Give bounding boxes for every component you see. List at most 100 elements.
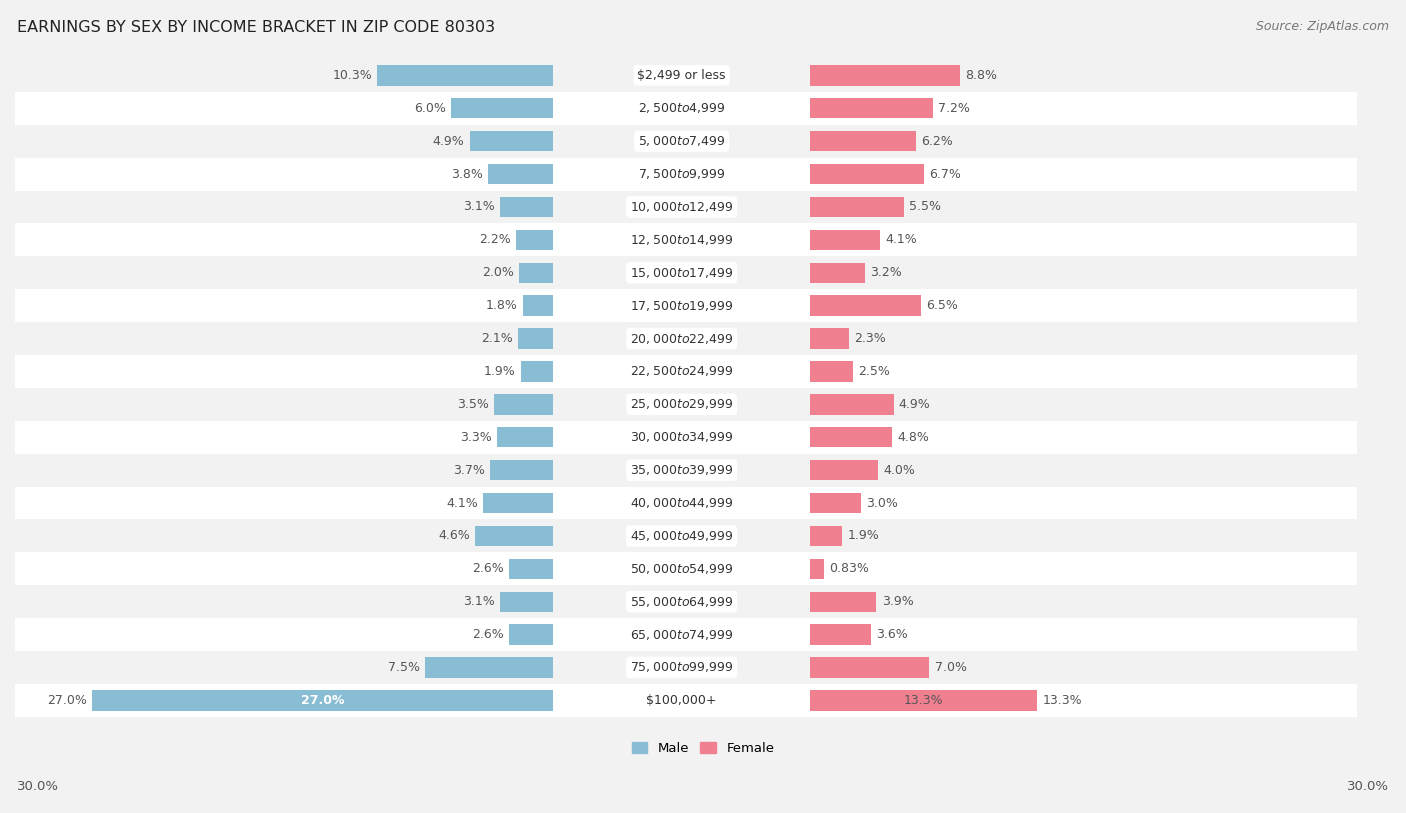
Bar (810, 526, 842, 546)
Bar (498, 427, 554, 447)
Text: 3.3%: 3.3% (460, 431, 492, 444)
Bar (7, 92, 1357, 124)
Text: 1.8%: 1.8% (485, 299, 517, 312)
Text: $20,000 to $22,499: $20,000 to $22,499 (630, 332, 734, 346)
Bar (488, 164, 554, 185)
Text: 3.8%: 3.8% (451, 167, 484, 180)
Text: 4.8%: 4.8% (897, 431, 929, 444)
Text: 1.9%: 1.9% (484, 365, 516, 378)
Text: $7,500 to $9,999: $7,500 to $9,999 (638, 167, 725, 181)
Bar (516, 229, 554, 250)
Bar (7, 224, 1357, 256)
Text: 3.0%: 3.0% (866, 497, 898, 510)
Bar (517, 328, 554, 349)
Bar (810, 263, 865, 283)
Text: 3.5%: 3.5% (457, 398, 488, 411)
Text: 30.0%: 30.0% (17, 780, 59, 793)
Bar (7, 289, 1357, 322)
Bar (475, 526, 554, 546)
Text: $5,000 to $7,499: $5,000 to $7,499 (638, 134, 725, 148)
Bar (7, 59, 1357, 92)
Text: 2.3%: 2.3% (855, 332, 886, 345)
Text: 6.2%: 6.2% (921, 135, 953, 148)
Text: $40,000 to $44,999: $40,000 to $44,999 (630, 496, 734, 510)
Text: 3.1%: 3.1% (464, 595, 495, 608)
Bar (522, 361, 554, 381)
Bar (7, 421, 1357, 454)
Bar (7, 618, 1357, 651)
Text: 0.83%: 0.83% (830, 563, 869, 576)
Text: $25,000 to $29,999: $25,000 to $29,999 (630, 398, 734, 411)
Bar (7, 486, 1357, 520)
Text: 1.9%: 1.9% (848, 529, 879, 542)
Text: 4.1%: 4.1% (447, 497, 478, 510)
Text: 3.2%: 3.2% (870, 266, 901, 279)
Text: 7.5%: 7.5% (388, 661, 420, 674)
Text: EARNINGS BY SEX BY INCOME BRACKET IN ZIP CODE 80303: EARNINGS BY SEX BY INCOME BRACKET IN ZIP… (17, 20, 495, 35)
Text: $45,000 to $49,999: $45,000 to $49,999 (630, 529, 734, 543)
Bar (519, 263, 554, 283)
Bar (7, 158, 1357, 190)
Text: $55,000 to $64,999: $55,000 to $64,999 (630, 594, 734, 609)
Text: $75,000 to $99,999: $75,000 to $99,999 (630, 660, 734, 675)
Bar (491, 460, 554, 480)
Bar (810, 361, 852, 381)
Text: 7.2%: 7.2% (938, 102, 970, 115)
Bar (810, 493, 860, 513)
Bar (91, 690, 554, 711)
Text: $100,000+: $100,000+ (647, 693, 717, 706)
Text: $2,500 to $4,999: $2,500 to $4,999 (638, 102, 725, 115)
Text: 4.1%: 4.1% (884, 233, 917, 246)
Text: 3.9%: 3.9% (882, 595, 914, 608)
Text: 4.9%: 4.9% (433, 135, 464, 148)
Text: $50,000 to $54,999: $50,000 to $54,999 (630, 562, 734, 576)
Text: 2.6%: 2.6% (472, 563, 503, 576)
Bar (810, 559, 824, 579)
Bar (810, 164, 924, 185)
Text: 2.1%: 2.1% (481, 332, 512, 345)
Text: $2,499 or less: $2,499 or less (637, 69, 725, 82)
Bar (810, 690, 1038, 711)
Bar (810, 98, 934, 119)
Text: $30,000 to $34,999: $30,000 to $34,999 (630, 430, 734, 444)
Text: 3.1%: 3.1% (464, 201, 495, 214)
Bar (810, 131, 915, 151)
Bar (810, 394, 894, 415)
Text: Source: ZipAtlas.com: Source: ZipAtlas.com (1256, 20, 1389, 33)
Bar (810, 427, 891, 447)
Bar (7, 651, 1357, 684)
Text: 6.7%: 6.7% (929, 167, 962, 180)
Bar (810, 690, 1038, 711)
Text: 4.0%: 4.0% (883, 463, 915, 476)
Bar (7, 684, 1357, 717)
Bar (810, 460, 879, 480)
Bar (425, 657, 554, 678)
Text: 5.5%: 5.5% (908, 201, 941, 214)
Bar (810, 295, 921, 315)
Bar (810, 592, 876, 612)
Bar (7, 520, 1357, 552)
Bar (501, 197, 554, 217)
Bar (810, 65, 960, 85)
Legend: Male, Female: Male, Female (626, 737, 780, 760)
Text: $17,500 to $19,999: $17,500 to $19,999 (630, 298, 734, 313)
Text: 2.6%: 2.6% (472, 628, 503, 641)
Text: 10.3%: 10.3% (332, 69, 373, 82)
Bar (91, 690, 554, 711)
Text: 2.5%: 2.5% (858, 365, 890, 378)
Bar (509, 624, 554, 645)
Bar (501, 592, 554, 612)
Bar (7, 322, 1357, 355)
Text: $15,000 to $17,499: $15,000 to $17,499 (630, 266, 734, 280)
Bar (810, 624, 872, 645)
Text: 13.3%: 13.3% (1042, 693, 1083, 706)
Bar (451, 98, 554, 119)
Bar (7, 454, 1357, 486)
Text: 6.0%: 6.0% (413, 102, 446, 115)
Text: 4.9%: 4.9% (898, 398, 931, 411)
Bar (7, 190, 1357, 224)
Text: 27.0%: 27.0% (301, 693, 344, 706)
Bar (810, 657, 929, 678)
Text: 2.0%: 2.0% (482, 266, 515, 279)
Bar (810, 229, 880, 250)
